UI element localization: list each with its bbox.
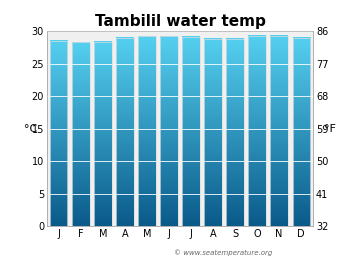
Text: © www.seatemperature.org: © www.seatemperature.org: [174, 249, 273, 256]
Bar: [161, 36, 177, 226]
Bar: [204, 39, 222, 226]
Y-axis label: °C: °C: [23, 124, 37, 134]
Bar: [72, 42, 90, 226]
Bar: [270, 36, 288, 226]
Bar: [248, 36, 266, 226]
Title: Tambilil water temp: Tambilil water temp: [95, 14, 265, 29]
Bar: [226, 39, 244, 226]
Bar: [293, 38, 310, 226]
Bar: [50, 41, 67, 226]
Bar: [116, 38, 134, 226]
Bar: [138, 36, 156, 226]
Bar: [94, 42, 112, 226]
Y-axis label: °F: °F: [324, 124, 336, 134]
Bar: [183, 37, 199, 226]
